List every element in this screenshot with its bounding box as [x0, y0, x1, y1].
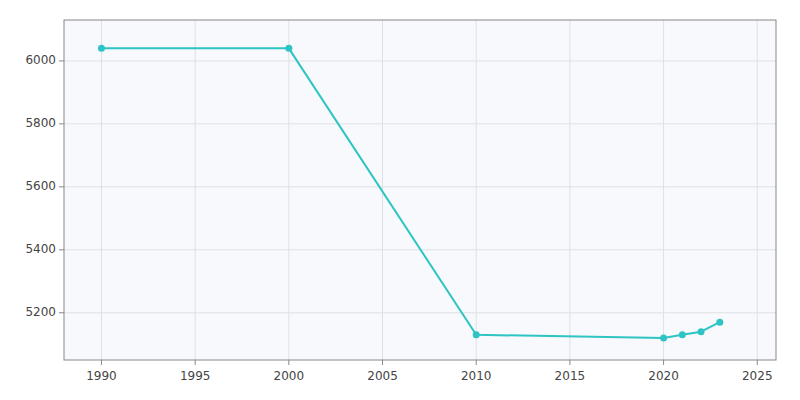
x-tick	[757, 360, 758, 365]
data-point	[98, 45, 105, 52]
y-tick	[59, 249, 64, 250]
x-tick	[101, 360, 102, 365]
data-point	[716, 319, 723, 326]
y-tick-label: 5400	[25, 242, 56, 256]
y-tick-label: 5800	[25, 116, 56, 130]
x-tick-label: 2010	[461, 369, 492, 383]
y-tick	[59, 60, 64, 61]
y-tick	[59, 186, 64, 187]
y-tick-label: 5200	[25, 305, 56, 319]
x-tick	[569, 360, 570, 365]
data-point	[473, 331, 480, 338]
x-tick-label: 2000	[274, 369, 305, 383]
x-tick	[288, 360, 289, 365]
x-tick	[663, 360, 664, 365]
y-tick-label: 5600	[25, 179, 56, 193]
y-grid-line	[64, 60, 776, 61]
x-grid-line	[101, 20, 102, 360]
y-tick-label: 6000	[25, 53, 56, 67]
x-tick	[382, 360, 383, 365]
x-tick-label: 2005	[367, 369, 398, 383]
x-tick-label: 2025	[742, 369, 773, 383]
chart-container: 5200 5400 5600 5800 6000 1990 1995 2000 2005 2010…	[0, 0, 800, 400]
data-point	[285, 45, 292, 52]
x-grid-line	[195, 20, 196, 360]
y-grid-line	[64, 123, 776, 124]
data-point	[679, 331, 686, 338]
x-grid-line	[757, 20, 758, 360]
data-point	[698, 328, 705, 335]
grid	[64, 20, 776, 360]
x-tick-label: 1990	[86, 369, 117, 383]
x-grid-line	[288, 20, 289, 360]
x-tick-label: 1995	[180, 369, 211, 383]
y-grid-line	[64, 186, 776, 187]
data-point	[660, 334, 667, 341]
x-tick-label: 2015	[555, 369, 586, 383]
x-tick	[195, 360, 196, 365]
y-grid-line	[64, 312, 776, 313]
plot-background	[64, 20, 776, 360]
y-tick	[59, 312, 64, 313]
plot-frame	[64, 20, 776, 360]
data-layer	[98, 45, 723, 342]
x-grid-line	[663, 20, 664, 360]
y-tick	[59, 123, 64, 124]
x-grid-line	[476, 20, 477, 360]
data-line	[101, 48, 719, 338]
x-tick	[476, 360, 477, 365]
chart-svg: 5200 5400 5600 5800 6000 1990 1995 2000 2005 2010…	[0, 0, 800, 400]
x-tick-label: 2020	[648, 369, 679, 383]
x-grid-line	[569, 20, 570, 360]
